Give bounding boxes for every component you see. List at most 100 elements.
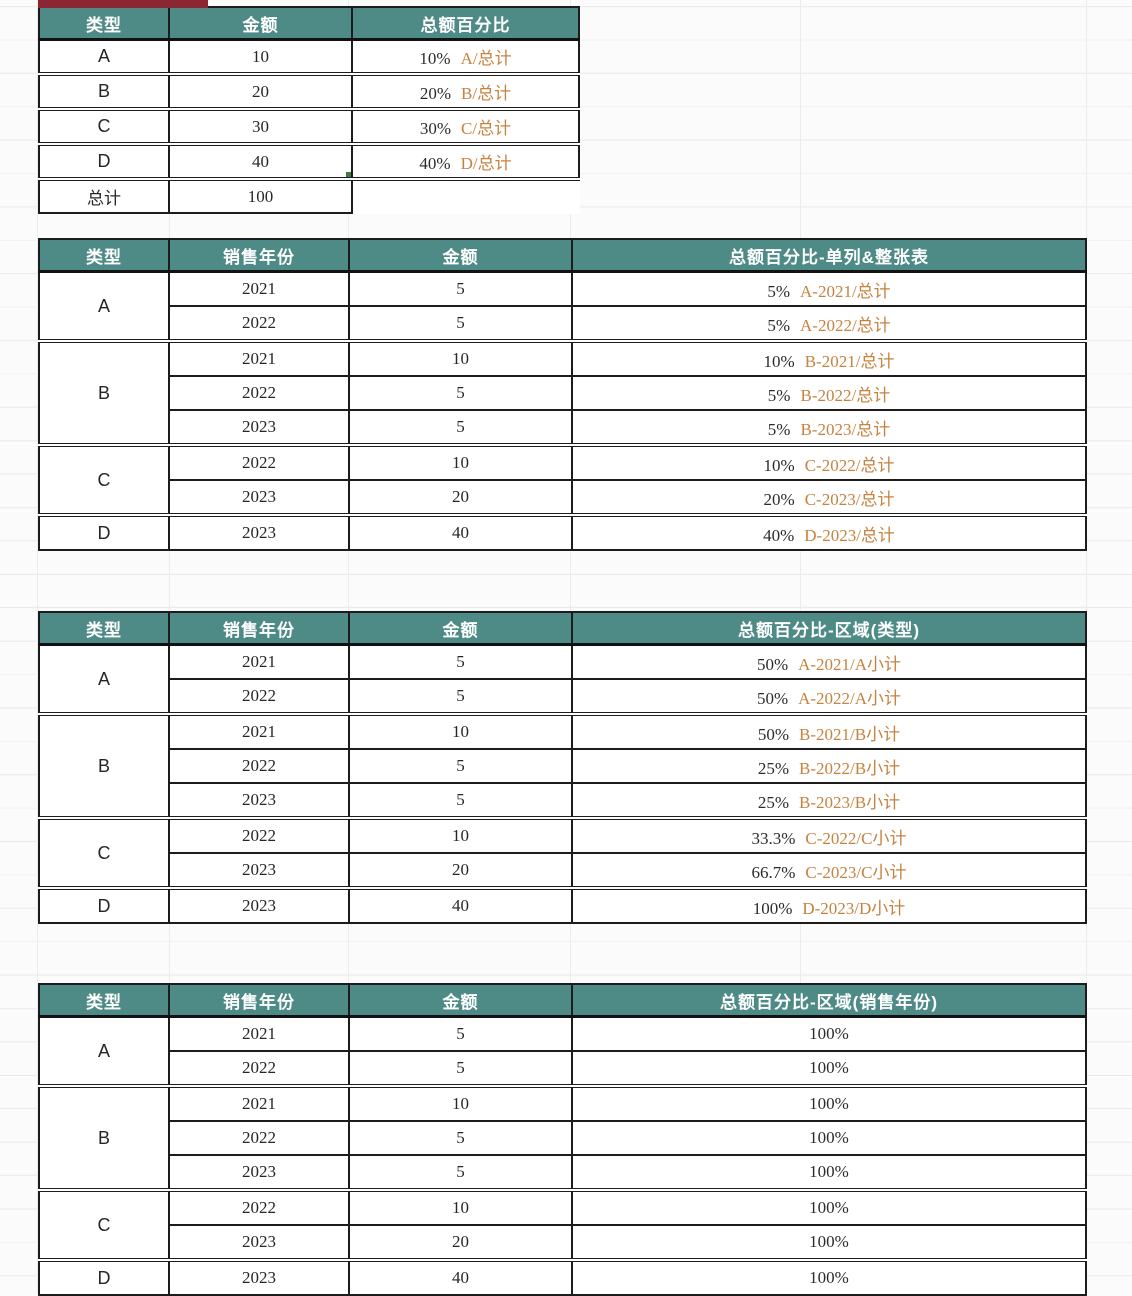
- amount-cell[interactable]: 5: [348, 1015, 573, 1052]
- year-cell[interactable]: 2023: [168, 1224, 350, 1261]
- percent-cell[interactable]: 100%: [571, 1050, 1087, 1087]
- percent-cell[interactable]: 100% D-2023/D小计: [571, 886, 1087, 924]
- year-cell[interactable]: 2021: [168, 1084, 350, 1122]
- year-cell[interactable]: 2023: [168, 886, 350, 924]
- amount-cell[interactable]: 5: [348, 305, 573, 342]
- amount-cell[interactable]: 40: [168, 142, 353, 180]
- amount-cell[interactable]: 10: [348, 1084, 573, 1122]
- year-cell[interactable]: 2022: [168, 1120, 350, 1156]
- type-cell[interactable]: A: [38, 643, 170, 715]
- year-cell[interactable]: 2023: [168, 852, 350, 889]
- column-header[interactable]: 类型: [38, 238, 170, 273]
- amount-cell[interactable]: 10: [348, 1188, 573, 1226]
- percent-cell[interactable]: 100%: [571, 1224, 1087, 1261]
- year-cell[interactable]: 2022: [168, 1188, 350, 1226]
- amount-cell[interactable]: 20: [348, 1224, 573, 1261]
- column-header[interactable]: 金额: [348, 983, 573, 1018]
- percent-cell[interactable]: 33.3% C-2022/C小计: [571, 816, 1087, 854]
- year-cell[interactable]: 2023: [168, 1258, 350, 1296]
- year-cell[interactable]: 2023: [168, 782, 350, 819]
- percent-cell[interactable]: 40% D/总计: [351, 142, 580, 180]
- percent-cell[interactable]: 20% C-2023/总计: [571, 479, 1087, 516]
- percent-cell[interactable]: 30% C/总计: [351, 107, 580, 145]
- percent-cell[interactable]: 50% B-2021/B小计: [571, 712, 1087, 750]
- type-cell[interactable]: D: [38, 886, 170, 924]
- year-cell[interactable]: 2022: [168, 678, 350, 715]
- percent-cell[interactable]: 50% A-2022/A小计: [571, 678, 1087, 715]
- year-cell[interactable]: 2022: [168, 1050, 350, 1087]
- amount-cell[interactable]: 5: [348, 1050, 573, 1087]
- year-cell[interactable]: 2023: [168, 1154, 350, 1191]
- column-header[interactable]: 金额: [348, 238, 573, 273]
- column-header[interactable]: 类型: [38, 983, 170, 1018]
- amount-cell[interactable]: 20: [168, 72, 353, 110]
- percent-cell[interactable]: 66.7% C-2023/C小计: [571, 852, 1087, 889]
- amount-cell[interactable]: 20: [348, 479, 573, 516]
- type-cell[interactable]: B: [38, 72, 170, 110]
- amount-cell[interactable]: 10: [168, 38, 353, 75]
- percent-cell[interactable]: 25% B-2022/B小计: [571, 748, 1087, 784]
- year-cell[interactable]: 2022: [168, 816, 350, 854]
- type-cell[interactable]: B: [38, 712, 170, 819]
- year-cell[interactable]: 2021: [168, 270, 350, 307]
- type-cell[interactable]: C: [38, 107, 170, 145]
- percent-cell[interactable]: 100%: [571, 1258, 1087, 1296]
- type-cell[interactable]: C: [38, 816, 170, 889]
- percent-cell[interactable]: 100%: [571, 1188, 1087, 1226]
- year-cell[interactable]: 2022: [168, 748, 350, 784]
- amount-cell[interactable]: 5: [348, 409, 573, 446]
- percent-cell[interactable]: 10% C-2022/总计: [571, 443, 1087, 481]
- amount-cell[interactable]: 5: [348, 782, 573, 819]
- year-cell[interactable]: 2023: [168, 409, 350, 446]
- type-cell[interactable]: D: [38, 1258, 170, 1296]
- amount-cell[interactable]: 30: [168, 107, 353, 145]
- amount-cell[interactable]: 5: [348, 748, 573, 784]
- column-header[interactable]: 金额: [348, 611, 573, 646]
- column-header[interactable]: 销售年份: [168, 238, 350, 273]
- year-cell[interactable]: 2022: [168, 305, 350, 342]
- column-header[interactable]: 总额百分比-区域(类型): [571, 611, 1087, 646]
- fill-handle[interactable]: [345, 171, 350, 177]
- amount-cell[interactable]: 5: [348, 1120, 573, 1156]
- percent-cell[interactable]: 10% B-2021/总计: [571, 339, 1087, 377]
- percent-cell[interactable]: 20% B/总计: [351, 72, 580, 110]
- percent-cell[interactable]: 50% A-2021/A小计: [571, 643, 1087, 680]
- column-header[interactable]: 销售年份: [168, 611, 350, 646]
- amount-cell[interactable]: 40: [348, 886, 573, 924]
- year-cell[interactable]: 2023: [168, 513, 350, 551]
- year-cell[interactable]: 2022: [168, 443, 350, 481]
- percent-cell[interactable]: 5% A-2022/总计: [571, 305, 1087, 342]
- amount-cell[interactable]: 40: [348, 513, 573, 551]
- year-cell[interactable]: 2021: [168, 1015, 350, 1052]
- type-cell[interactable]: B: [38, 1084, 170, 1191]
- total-label-cell[interactable]: 总计: [38, 177, 170, 214]
- type-cell[interactable]: C: [38, 443, 170, 516]
- amount-cell[interactable]: 20: [348, 852, 573, 889]
- year-cell[interactable]: 2021: [168, 712, 350, 750]
- percent-cell[interactable]: 40% D-2023/总计: [571, 513, 1087, 551]
- empty-sheet-cell[interactable]: [352, 177, 579, 213]
- column-header[interactable]: 总额百分比-单列&整张表: [571, 238, 1087, 273]
- percent-cell[interactable]: 10% A/总计: [351, 38, 580, 75]
- year-cell[interactable]: 2022: [168, 375, 350, 411]
- amount-cell[interactable]: 5: [348, 643, 573, 680]
- percent-cell[interactable]: 25% B-2023/B小计: [571, 782, 1087, 819]
- amount-cell[interactable]: 5: [348, 375, 573, 411]
- percent-cell[interactable]: 100%: [571, 1154, 1087, 1191]
- type-cell[interactable]: B: [38, 339, 170, 446]
- total-value-cell[interactable]: 100: [168, 177, 353, 214]
- column-header[interactable]: 销售年份: [168, 983, 350, 1018]
- column-header[interactable]: 金额: [168, 6, 353, 41]
- year-cell[interactable]: 2021: [168, 643, 350, 680]
- type-cell[interactable]: D: [38, 142, 170, 180]
- amount-cell[interactable]: 5: [348, 1154, 573, 1191]
- type-cell[interactable]: A: [38, 270, 170, 342]
- percent-cell[interactable]: 5% A-2021/总计: [571, 270, 1087, 307]
- amount-cell[interactable]: 10: [348, 443, 573, 481]
- percent-cell[interactable]: 5% B-2023/总计: [571, 409, 1087, 446]
- year-cell[interactable]: 2023: [168, 479, 350, 516]
- amount-cell[interactable]: 10: [348, 339, 573, 377]
- type-cell[interactable]: A: [38, 1015, 170, 1087]
- type-cell[interactable]: C: [38, 1188, 170, 1261]
- column-header[interactable]: 总额百分比-区域(销售年份): [571, 983, 1087, 1018]
